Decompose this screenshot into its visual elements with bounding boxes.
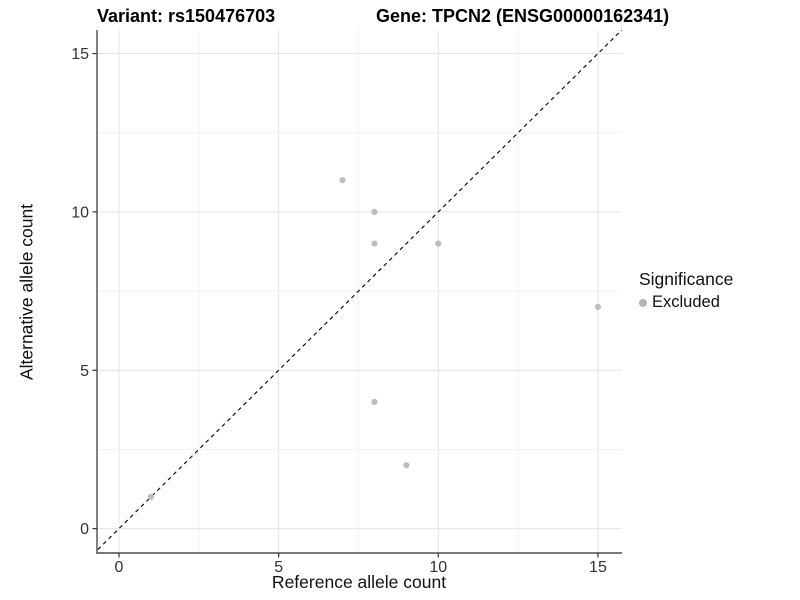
data-point xyxy=(371,240,378,247)
y-tick-label: 0 xyxy=(80,521,89,538)
x-axis-title: Reference allele count xyxy=(271,572,447,592)
data-point xyxy=(371,208,378,215)
y-tick-label: 5 xyxy=(80,363,89,380)
data-point xyxy=(147,493,155,501)
plot-title-variant: Variant: rs150476703 xyxy=(97,6,276,26)
data-point xyxy=(339,177,346,184)
x-tick-label: 10 xyxy=(429,559,447,576)
x-tick-label: 0 xyxy=(115,559,124,576)
y-tick-label: 15 xyxy=(71,46,89,63)
legend: Significance Excluded xyxy=(639,269,733,312)
data-point xyxy=(371,398,378,406)
x-tick-label: 5 xyxy=(274,559,283,576)
excluded-point-icon xyxy=(639,298,647,307)
data-point xyxy=(435,240,442,247)
y-tick-label: 10 xyxy=(71,204,89,221)
identity-dashed-line xyxy=(97,30,622,552)
data-point xyxy=(594,303,602,311)
legend-entry-excluded: Excluded xyxy=(639,293,733,312)
legend-entry-label: Excluded xyxy=(652,293,720,311)
y-axis-title: Alternative allele count xyxy=(16,203,37,381)
data-point xyxy=(403,462,410,469)
plot-title-gene: Gene: TPCN2 (ENSG00000162341) xyxy=(376,6,670,26)
x-tick-label: 15 xyxy=(589,559,607,576)
legend-title: Significance xyxy=(639,269,734,289)
